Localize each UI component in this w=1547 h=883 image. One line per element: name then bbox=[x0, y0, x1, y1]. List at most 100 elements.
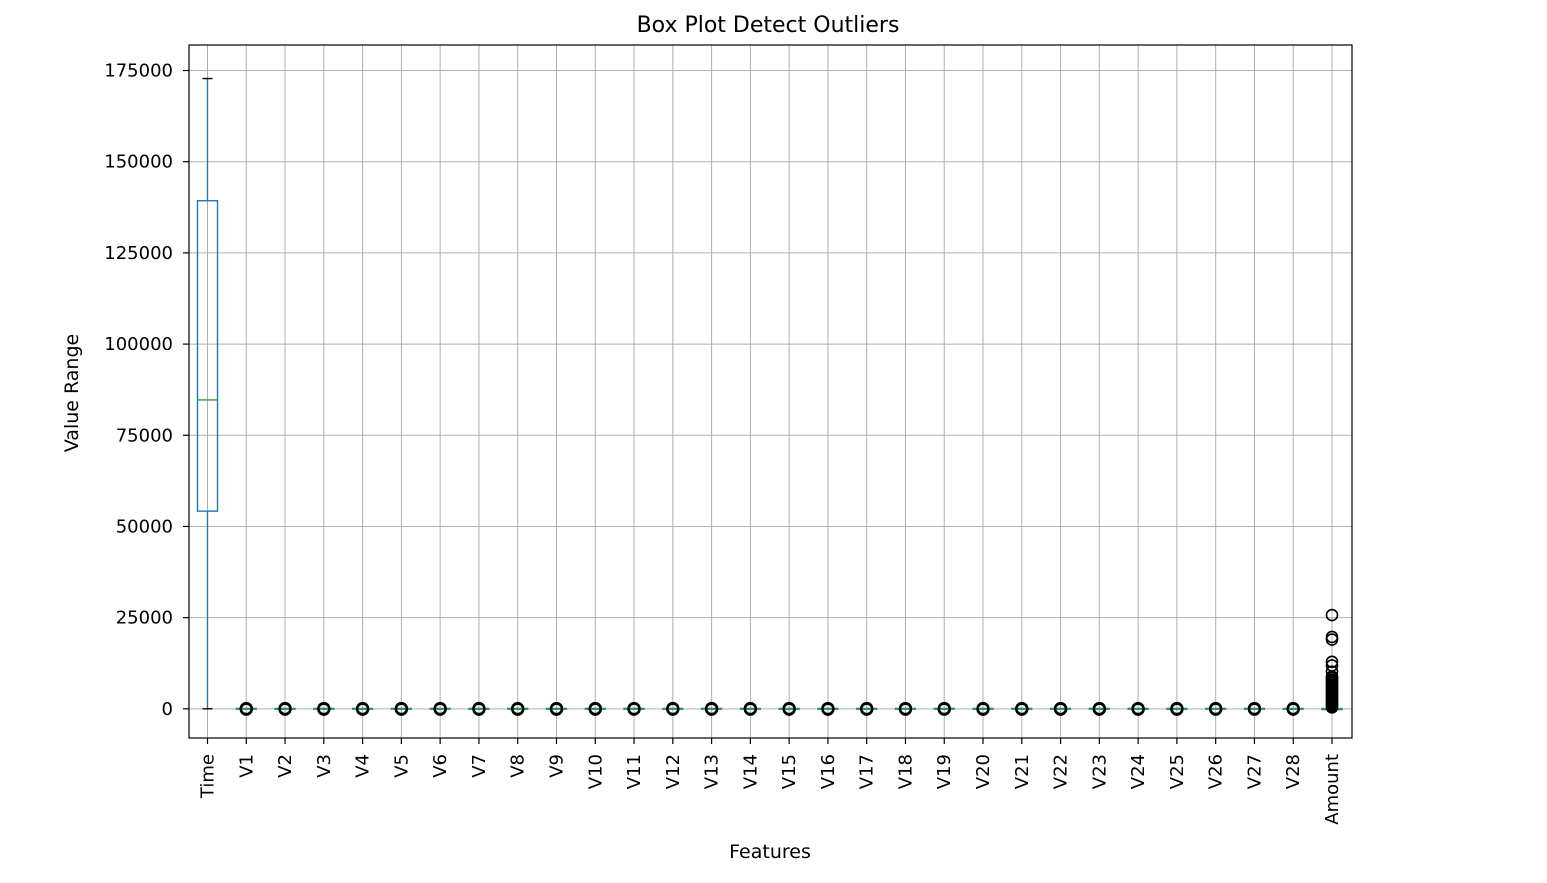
y-axis-ticks: 0 25000 50000 75000 100000 125000 150000 175000 bbox=[104, 61, 189, 720]
x-tick-label: V28 bbox=[1283, 754, 1304, 789]
box-v12 bbox=[662, 701, 684, 716]
outlier-point bbox=[821, 701, 835, 716]
box-amount bbox=[1321, 608, 1343, 714]
x-tick-label: V9 bbox=[546, 754, 567, 778]
outlier-point bbox=[627, 701, 641, 716]
outlier-point bbox=[433, 701, 447, 716]
outlier-point bbox=[782, 701, 796, 716]
outlier-point bbox=[394, 701, 408, 716]
box-v27 bbox=[1243, 701, 1266, 716]
x-tick-label: Time bbox=[198, 754, 219, 799]
y-tick-label: 150000 bbox=[104, 152, 173, 173]
box-v15 bbox=[778, 701, 800, 716]
box-v28 bbox=[1282, 701, 1304, 716]
box-v3 bbox=[313, 701, 335, 716]
iqr-box bbox=[196, 200, 219, 512]
box-v14 bbox=[739, 701, 761, 716]
box-v2 bbox=[274, 701, 296, 716]
y-tick-label: 75000 bbox=[116, 425, 173, 446]
x-tick-label: V14 bbox=[740, 754, 761, 789]
x-tick-label: V1 bbox=[236, 754, 257, 778]
outlier-point bbox=[239, 701, 253, 716]
x-tick-label: V17 bbox=[857, 754, 878, 789]
outlier-point bbox=[976, 701, 990, 716]
x-tick-label: V11 bbox=[624, 754, 645, 789]
outlier-point bbox=[1015, 701, 1029, 716]
outlier-point bbox=[278, 701, 292, 716]
outlier-point bbox=[511, 701, 525, 716]
box-v4 bbox=[352, 701, 374, 716]
x-tick-label: V10 bbox=[585, 754, 606, 789]
x-tick-label: V5 bbox=[391, 754, 412, 778]
outlier-point bbox=[356, 701, 370, 716]
x-tick-label: V3 bbox=[314, 754, 335, 778]
outlier-point bbox=[472, 701, 486, 716]
box-v8 bbox=[507, 701, 529, 716]
x-tick-label: V23 bbox=[1089, 754, 1110, 789]
chart-title: Box Plot Detect Outliers bbox=[637, 13, 900, 38]
y-axis-label: Value Range bbox=[61, 334, 83, 452]
box-v16 bbox=[817, 701, 839, 716]
outlier-point bbox=[1131, 701, 1145, 716]
outlier-point bbox=[549, 701, 564, 716]
x-tick-label: V18 bbox=[895, 754, 916, 789]
outlier-point bbox=[1325, 701, 1339, 714]
x-tick-label: V16 bbox=[818, 754, 839, 789]
x-tick-label: V27 bbox=[1244, 754, 1265, 789]
box-v22 bbox=[1049, 701, 1072, 716]
outlier-point bbox=[1325, 608, 1339, 622]
box-v17 bbox=[856, 701, 878, 716]
box-v26 bbox=[1205, 701, 1227, 716]
x-tick-label: V4 bbox=[353, 754, 374, 778]
outlier-point bbox=[1092, 701, 1106, 716]
outlier-point bbox=[898, 701, 913, 716]
x-tick-label: V26 bbox=[1206, 754, 1227, 789]
box-v21 bbox=[1011, 701, 1033, 716]
outlier-point bbox=[666, 701, 680, 716]
box-v1 bbox=[235, 701, 257, 716]
y-tick-label: 25000 bbox=[116, 608, 173, 629]
outlier-point bbox=[317, 701, 331, 716]
x-tick-label: V2 bbox=[275, 754, 296, 778]
x-tick-label: V13 bbox=[702, 754, 723, 789]
box-plot-data bbox=[196, 77, 1343, 716]
box-v18 bbox=[894, 701, 917, 716]
outlier-point bbox=[937, 701, 951, 716]
outlier-point bbox=[1247, 701, 1262, 716]
box-v9 bbox=[545, 701, 568, 716]
box-v6 bbox=[429, 701, 451, 716]
box-v5 bbox=[390, 701, 412, 716]
x-axis-ticks: Time V1 V2 V3 V4 V5 V6 V7 V8 V9 V10 V11 V12 V13 V14 V15… bbox=[198, 738, 1343, 825]
box-v13 bbox=[700, 701, 723, 716]
y-tick-label: 50000 bbox=[116, 516, 173, 537]
x-tick-label: V19 bbox=[934, 754, 955, 789]
box-v11 bbox=[623, 701, 645, 716]
x-tick-label: V7 bbox=[469, 754, 490, 778]
outlier-point bbox=[1053, 701, 1068, 716]
x-axis-label: Features bbox=[729, 841, 811, 863]
x-tick-label: V8 bbox=[508, 754, 529, 778]
plot-frame bbox=[188, 44, 1353, 739]
outlier-point bbox=[704, 701, 719, 716]
outlier-point bbox=[1170, 701, 1184, 716]
x-tick-label: V21 bbox=[1012, 754, 1033, 789]
outlier-point bbox=[743, 701, 757, 716]
x-tick-label: V6 bbox=[430, 754, 451, 778]
grid-lines bbox=[189, 45, 1352, 738]
y-tick-label: 100000 bbox=[104, 334, 173, 355]
x-tick-label: V25 bbox=[1167, 754, 1188, 789]
outlier-point bbox=[1325, 633, 1339, 646]
x-tick-label: V22 bbox=[1051, 754, 1072, 789]
outlier-point bbox=[860, 701, 874, 716]
x-tick-label: Amount bbox=[1322, 754, 1343, 825]
outlier-point bbox=[588, 701, 602, 716]
x-tick-label: V24 bbox=[1128, 754, 1149, 789]
box-v19 bbox=[933, 701, 955, 716]
outlier-point bbox=[1286, 701, 1300, 716]
y-tick-label: 125000 bbox=[104, 243, 173, 264]
outlier-point bbox=[1209, 701, 1223, 716]
y-tick-label: 175000 bbox=[104, 61, 173, 82]
outlier-point bbox=[1325, 655, 1339, 669]
box-v25 bbox=[1166, 701, 1188, 716]
x-tick-label: V15 bbox=[779, 754, 800, 789]
